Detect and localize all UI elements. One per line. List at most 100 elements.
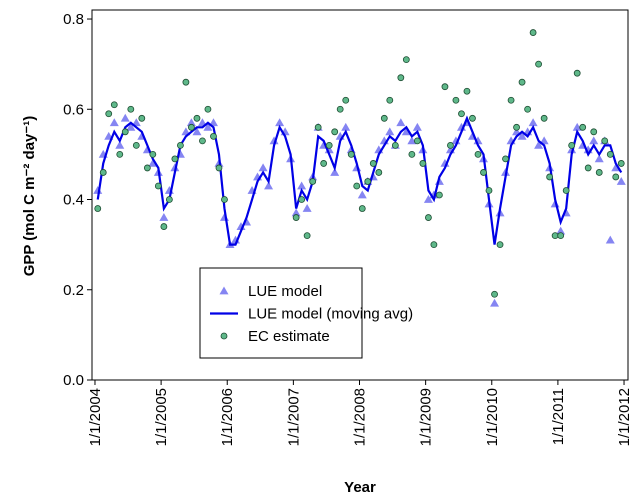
x-tick-label: 1/1/2007 <box>285 388 302 446</box>
triangle-marker <box>297 181 307 190</box>
circle-marker <box>546 173 554 181</box>
circle-marker <box>463 87 471 95</box>
circle-marker <box>535 60 542 68</box>
x-tick-label: 1/1/2006 <box>219 388 236 446</box>
triangle-marker <box>302 204 312 212</box>
triangle-marker <box>396 118 406 127</box>
triangle-marker <box>616 176 626 185</box>
circle-marker <box>568 141 576 149</box>
triangle-marker <box>341 122 351 131</box>
triangle-marker <box>186 118 196 127</box>
triangle-marker <box>401 127 411 136</box>
triangle-marker <box>159 213 169 221</box>
triangle-marker <box>412 122 422 131</box>
y-tick-label: 0.2 <box>63 282 84 299</box>
circle-marker <box>314 123 322 131</box>
circle-marker <box>447 141 454 149</box>
x-tick-label: 1/1/2011 <box>550 388 567 445</box>
circle-marker <box>303 232 311 240</box>
y-axis-label: GPP (mol C m⁻² day⁻¹) <box>21 116 38 277</box>
circle-marker <box>221 196 228 203</box>
triangle-marker <box>148 158 158 167</box>
triangle-marker <box>572 122 582 131</box>
circle-marker <box>391 141 399 149</box>
circle-marker <box>441 83 449 91</box>
circle-marker <box>110 101 118 109</box>
circle-marker <box>595 169 603 176</box>
circle-marker <box>485 187 493 194</box>
legend-label: EC estimate <box>248 328 330 345</box>
triangle-marker <box>567 145 577 154</box>
circle-marker <box>386 96 394 104</box>
triangle-marker <box>589 136 599 145</box>
circle-marker <box>199 137 206 145</box>
circle-marker <box>320 160 328 167</box>
circle-marker <box>419 160 427 167</box>
circle-marker <box>369 160 377 167</box>
circle-marker <box>380 114 388 122</box>
circle-marker <box>336 105 344 113</box>
triangle-marker <box>109 118 119 127</box>
circle-marker <box>138 114 146 122</box>
circle-marker <box>165 196 173 203</box>
circle-marker <box>557 232 565 240</box>
circle-marker <box>518 78 526 86</box>
circle-marker <box>143 164 151 172</box>
triangle-marker <box>275 118 285 127</box>
circle-marker <box>204 105 212 113</box>
circle-marker <box>474 150 482 158</box>
circle-marker <box>187 123 195 131</box>
triangle-marker <box>291 208 301 217</box>
circle-marker <box>491 290 498 298</box>
circle-marker <box>480 169 487 176</box>
circle-marker <box>116 150 124 158</box>
circle-marker <box>325 141 333 149</box>
circle-marker <box>513 123 520 131</box>
circle-marker <box>375 169 383 176</box>
y-tick-label: 0.6 <box>63 101 84 118</box>
circle-marker <box>121 128 129 136</box>
circle-marker <box>408 150 416 158</box>
y-tick-label: 0.4 <box>63 192 84 209</box>
triangle-marker <box>517 131 527 140</box>
circle-marker <box>425 214 432 221</box>
triangle-marker <box>330 167 340 176</box>
circle-marker <box>579 123 587 131</box>
circle-marker <box>331 128 339 136</box>
circle-marker <box>606 150 614 158</box>
circle-marker <box>298 196 306 203</box>
triangle-marker <box>423 195 433 203</box>
y-tick-label: 0.8 <box>63 11 84 28</box>
triangle-marker <box>269 136 279 145</box>
circle-marker <box>127 105 135 113</box>
circle-marker <box>132 141 140 149</box>
circle-marker <box>524 105 532 113</box>
y-tick-label: 0.0 <box>63 372 84 389</box>
triangle-marker <box>115 140 125 149</box>
circle-marker <box>342 96 350 104</box>
triangle-marker <box>605 235 615 244</box>
circle-marker <box>612 173 620 181</box>
triangle-marker <box>203 122 213 131</box>
circle-marker <box>193 114 201 122</box>
circle-marker <box>210 132 217 140</box>
circle-marker <box>397 74 405 82</box>
triangle-marker <box>120 113 130 122</box>
legend-label: LUE model <box>248 283 322 300</box>
circle-marker <box>402 56 410 64</box>
circle-marker <box>358 205 366 212</box>
circle-marker <box>469 114 476 122</box>
triangle-marker <box>490 298 500 307</box>
circle-marker <box>292 214 300 221</box>
circle-marker <box>496 241 504 249</box>
x-tick-label: 1/1/2008 <box>352 388 369 446</box>
circle-marker <box>154 182 162 190</box>
x-tick-label: 1/1/2009 <box>418 388 435 446</box>
circle-marker <box>573 69 581 77</box>
circle-marker <box>413 137 421 145</box>
circle-marker <box>601 137 609 145</box>
circle-marker <box>99 169 107 176</box>
circle-marker <box>177 141 184 149</box>
line <box>96 115 623 246</box>
